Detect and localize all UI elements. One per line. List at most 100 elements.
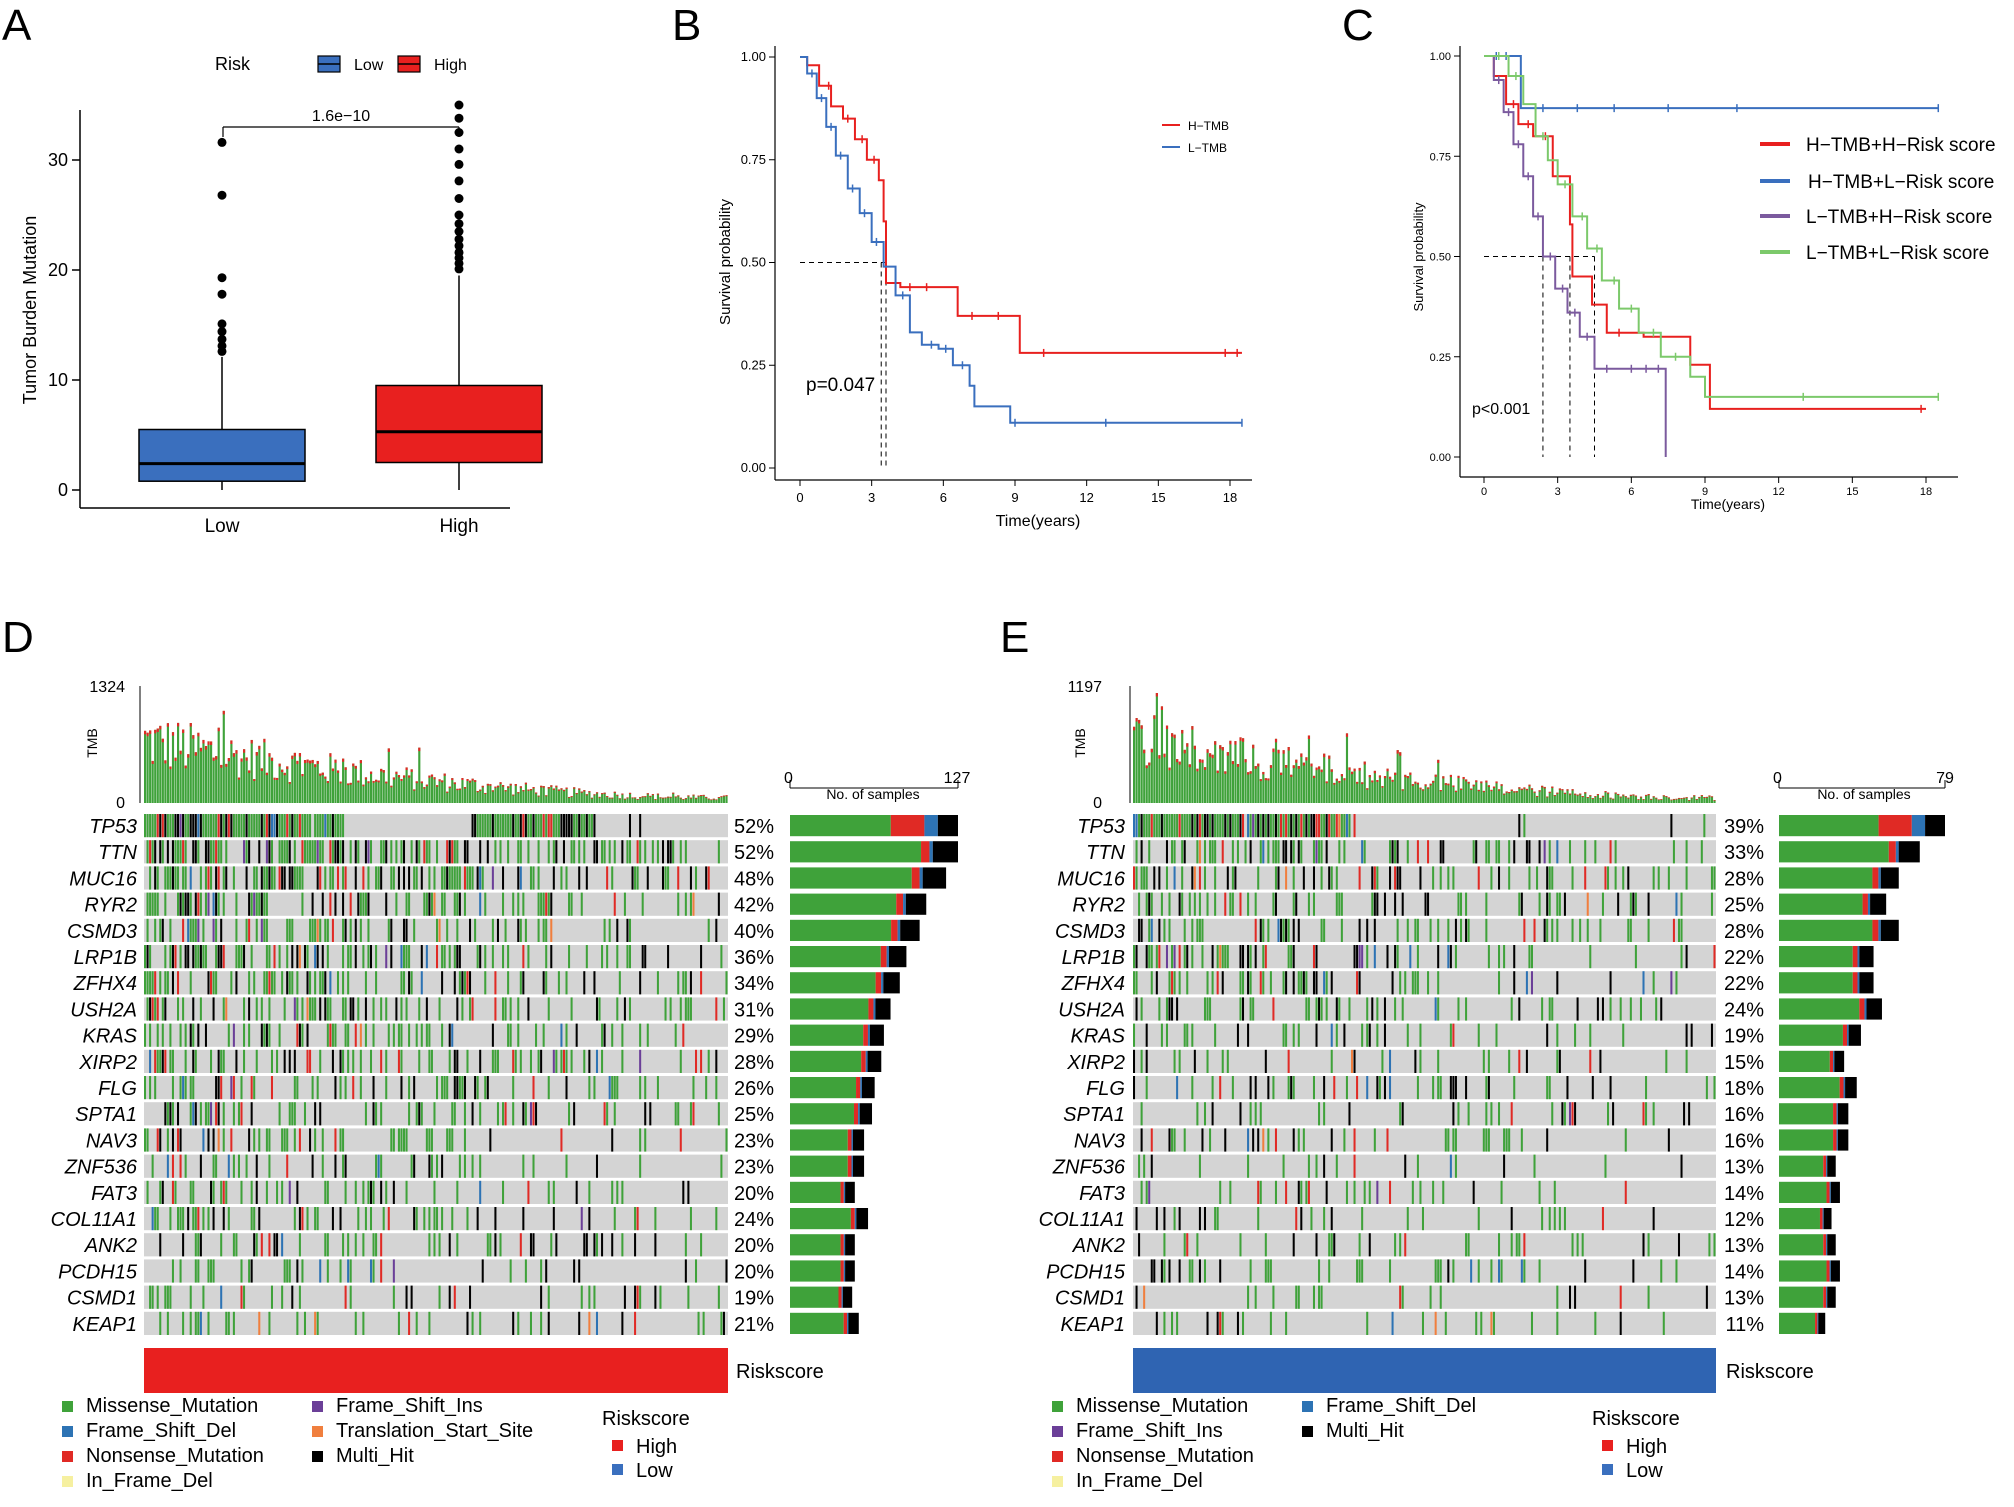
mutation-cell bbox=[166, 1128, 169, 1152]
tmb-bar bbox=[603, 792, 606, 803]
tmb-bar-top bbox=[1599, 797, 1602, 799]
mutation-cell bbox=[273, 1233, 276, 1257]
mutation-cell bbox=[1485, 1128, 1488, 1152]
mutation-cell bbox=[397, 866, 400, 890]
tmb-bar-top bbox=[1503, 793, 1506, 795]
tmb-bar bbox=[1690, 797, 1693, 803]
tmb-bar bbox=[182, 729, 185, 803]
mutation-cell bbox=[545, 945, 548, 969]
km-curve-1 bbox=[800, 56, 1242, 424]
mutation-cell bbox=[199, 1233, 202, 1257]
percent-label: 31% bbox=[734, 999, 774, 1021]
mutation-cell bbox=[336, 866, 340, 890]
mutation-cell bbox=[494, 1233, 497, 1257]
tmb-bar bbox=[1221, 747, 1224, 803]
mutation-cell bbox=[210, 1259, 213, 1283]
tmb-bar-top bbox=[585, 794, 588, 796]
mutation-cell bbox=[1224, 945, 1227, 969]
tmb-bar bbox=[166, 723, 169, 803]
tmb-bar bbox=[1226, 752, 1229, 803]
tmb-bar-top bbox=[1487, 785, 1491, 787]
mutation-cell bbox=[1285, 1023, 1288, 1047]
mutation-cell bbox=[1411, 971, 1414, 995]
mutation-cell bbox=[1269, 814, 1272, 838]
mutation-cell bbox=[509, 997, 512, 1021]
sample-bar-segment bbox=[1880, 867, 1899, 889]
tmb-bar bbox=[415, 781, 418, 803]
mutation-cell bbox=[1221, 945, 1224, 969]
mutation-cell bbox=[641, 945, 644, 969]
mutation-cell bbox=[684, 997, 687, 1021]
mutation-cell bbox=[1183, 918, 1186, 942]
mutation-cell bbox=[616, 1180, 619, 1204]
mutation-cell bbox=[1231, 866, 1234, 890]
mutation-cell bbox=[146, 971, 149, 995]
tmb-bar-top bbox=[1439, 790, 1442, 792]
tmb-bar-top bbox=[402, 775, 406, 778]
tmb-bar-top bbox=[1363, 761, 1366, 765]
mutation-cell bbox=[283, 1259, 286, 1283]
tmb-bar-top bbox=[215, 756, 218, 760]
sample-bar-segment bbox=[848, 1312, 859, 1334]
gene-label: CSMD1 bbox=[1055, 1288, 1125, 1310]
mutation-cell bbox=[316, 1207, 319, 1231]
tmb-bar bbox=[1356, 781, 1359, 803]
mutation-cell bbox=[570, 840, 573, 864]
sample-bar-segment bbox=[881, 972, 884, 994]
mutation-cell bbox=[413, 1076, 416, 1100]
mutation-cell bbox=[367, 840, 370, 864]
tmb-bar-top bbox=[1655, 797, 1658, 799]
mutation-cell bbox=[316, 945, 319, 969]
mutation-cell bbox=[1340, 814, 1343, 838]
mutation-cell bbox=[1358, 1233, 1361, 1257]
x-tick-label: 6 bbox=[1628, 486, 1634, 498]
mutation-cell bbox=[583, 840, 586, 864]
tmb-bar-top bbox=[1191, 726, 1194, 730]
tmb-bar-top bbox=[484, 792, 487, 795]
mutation-cell bbox=[197, 1233, 200, 1257]
mutation-cell bbox=[552, 866, 555, 890]
mutation-cell bbox=[253, 1128, 256, 1152]
mutation-cell bbox=[164, 866, 167, 890]
mutation-cell bbox=[192, 945, 195, 969]
mutation-cell bbox=[164, 892, 167, 916]
tmb-bar bbox=[1353, 768, 1356, 803]
tmb-bar bbox=[212, 757, 215, 803]
tmb-bar-top bbox=[1262, 771, 1265, 775]
mutation-cell bbox=[265, 918, 268, 942]
sample-bar-segment bbox=[1833, 1103, 1837, 1125]
matrix-row-bg bbox=[1133, 1102, 1716, 1126]
mutation-cell bbox=[1259, 814, 1262, 838]
sample-bar-segment bbox=[1779, 841, 1889, 863]
mutation-cell bbox=[588, 1311, 591, 1335]
mutation-cell bbox=[253, 971, 256, 995]
mutation-cell bbox=[151, 1285, 154, 1309]
mutation-cell bbox=[171, 1128, 174, 1152]
mutation-cell bbox=[1710, 866, 1713, 890]
tmb-bar bbox=[364, 777, 368, 803]
mutation-cell bbox=[519, 1233, 522, 1257]
mutation-cell bbox=[194, 918, 197, 942]
tmb-bar bbox=[1667, 797, 1670, 803]
mutation-cell bbox=[171, 1076, 174, 1100]
tmb-bar-top bbox=[1414, 781, 1417, 784]
tmb-bar bbox=[1165, 725, 1169, 803]
mutation-cell bbox=[476, 945, 479, 969]
mutation-cell bbox=[1198, 1154, 1201, 1178]
tmb-bar-top bbox=[1607, 792, 1610, 794]
tmb-bar-top bbox=[1368, 775, 1371, 778]
tmb-bar bbox=[1518, 787, 1521, 803]
tmb-bar bbox=[616, 794, 619, 803]
mutation-cell bbox=[316, 840, 319, 864]
outlier-point bbox=[454, 176, 464, 186]
sample-bar-segment bbox=[843, 1260, 846, 1282]
sample-bar-segment bbox=[1857, 972, 1860, 994]
mutation-cell bbox=[529, 1311, 532, 1335]
tmb-bar-top bbox=[364, 777, 368, 780]
mutation-cell bbox=[1414, 1049, 1417, 1073]
mutation-cell bbox=[367, 892, 370, 916]
mutation-cell bbox=[1307, 997, 1310, 1021]
mutation-cell bbox=[1452, 1076, 1455, 1100]
mutation-cell bbox=[1437, 1076, 1440, 1100]
mutation-cell bbox=[603, 840, 606, 864]
